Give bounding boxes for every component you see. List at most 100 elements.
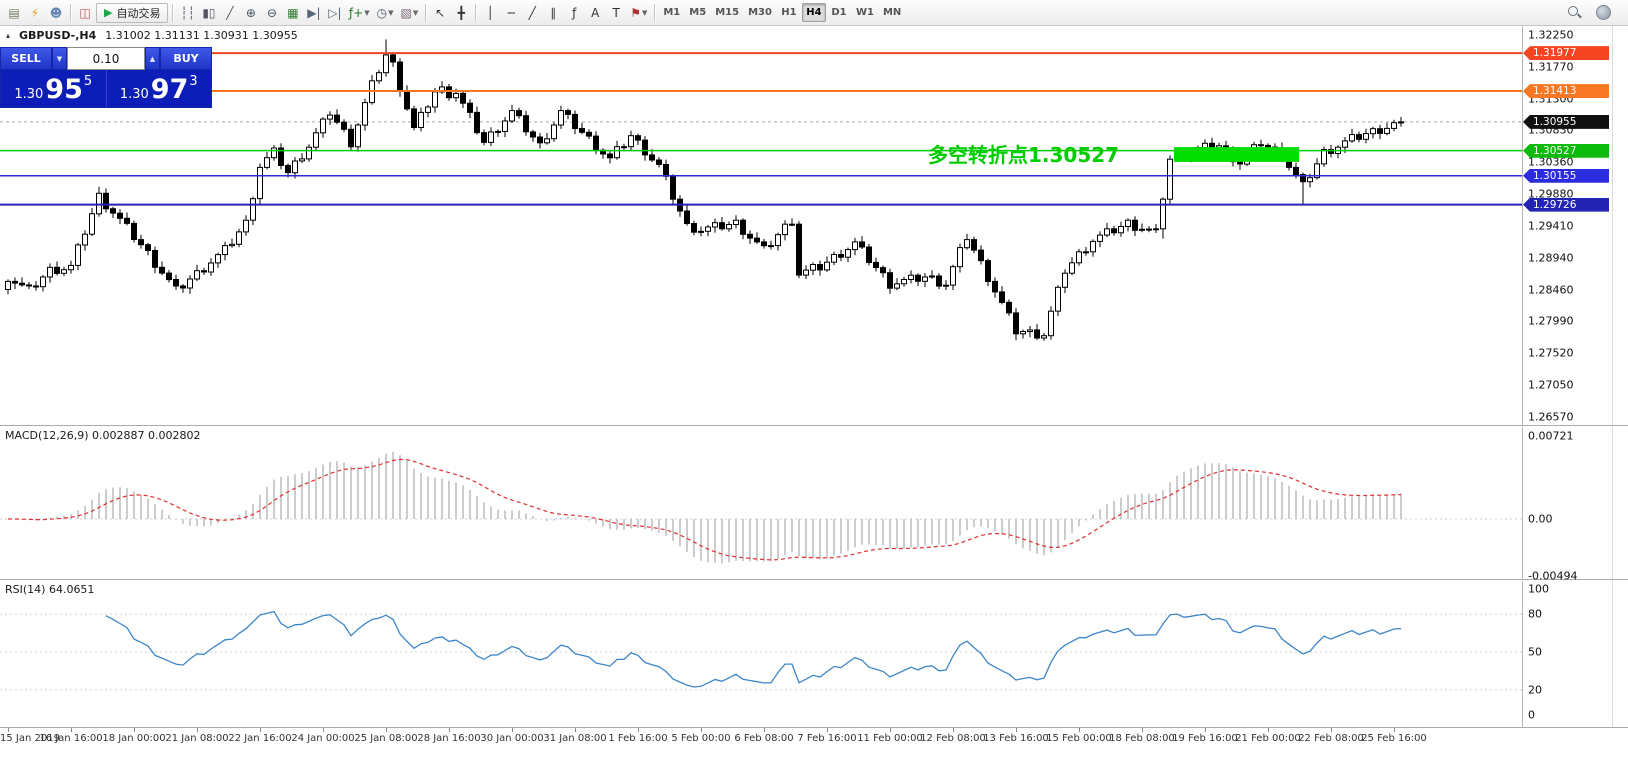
text-label-icon: T [612,5,620,20]
horizontal-line-button[interactable]: ─ [501,3,521,23]
zoom-out-button[interactable]: ⊖ [262,3,282,23]
chart-symbol-header: ▴ GBPUSD-,H4 1.31002 1.31131 1.30931 1.3… [6,29,298,42]
market-watch-button[interactable]: ◫ [75,3,95,23]
time-tick [260,728,261,732]
chevron-down-icon: ▼ [412,8,419,17]
buy-button[interactable]: BUY [160,47,212,70]
equidistant-channel-button[interactable]: ∥ [543,3,563,23]
timeframe-h4[interactable]: H4 [801,3,826,22]
price-axis[interactable]: 1.32250 1.31770 1.31300 1.30830 1.30360 1.298… [1522,26,1628,772]
ohlc-toggle-icon[interactable]: ▴ [6,31,11,40]
tile-windows-button[interactable]: ▦ [283,3,303,23]
time-tick [701,728,702,732]
sell-price-display[interactable]: 1.30 95 5 [1,70,107,107]
search-icon [1567,5,1582,20]
chevron-down-icon: ▼ [388,8,394,17]
time-axis-label: 7 Feb 16:00 [797,733,857,744]
time-tick [764,728,765,732]
templates-button[interactable]: ▧ ▼ [397,3,421,23]
time-axis-label: 24 Jan 00:00 [291,733,355,744]
profiles-button[interactable]: ☻ [46,3,66,23]
community-button[interactable] [1593,3,1614,23]
time-tick [1142,728,1143,732]
arrows-button[interactable]: ⚑ ▼ [627,3,650,23]
zoom-in-button[interactable]: ⊕ [241,3,261,23]
timeframe-m5[interactable]: M5 [689,7,707,18]
time-axis[interactable]: 15 Jan 2019 16 Jan 16:00 18 Jan 00:00 21 Ja… [0,727,1628,746]
timeframe-m1[interactable]: M1 [663,7,681,18]
vertical-line-button[interactable]: │ [480,3,500,23]
toolbar-separator [475,3,477,22]
timeframe-m30[interactable]: M30 [748,7,772,18]
rsi-axis-label: 80 [1528,607,1542,621]
rsi-indicator-chart[interactable] [0,581,1522,726]
time-axis-label: 15 Feb 00:00 [1046,733,1112,744]
chart-shift-button[interactable]: ▷| [325,3,345,23]
sell-button[interactable]: SELL [0,47,52,70]
equidistant-channel-icon: ∥ [550,5,557,20]
volume-input[interactable] [67,47,145,70]
time-tick [134,728,135,732]
community-icon [1596,5,1611,20]
crosshair-button[interactable]: ╋ [451,3,471,23]
main-price-chart[interactable] [0,26,1522,425]
rsi-axis-label: 20 [1528,683,1542,697]
chart-candles-button[interactable]: ▮▯ [199,3,219,23]
macd-axis-label: 0.00 [1528,512,1553,526]
arrows-icon: ⚑ [630,5,641,20]
periods-button[interactable]: ◷ ▼ [374,3,397,23]
buy-price-pip: 3 [189,74,198,89]
trendline-button[interactable]: ╱ [522,3,542,23]
auto-scroll-button[interactable]: ▶| [304,3,324,23]
chart-shift-icon: ▷| [328,5,342,20]
price-axis-label: 1.27050 [1528,378,1574,392]
price-axis-label: 1.31770 [1528,60,1574,74]
chart-bars-icon: ┆┆ [180,5,195,20]
sell-price-big: 95 [45,74,83,105]
timeframe-mn[interactable]: MN [882,7,902,18]
price-tag: 1.30527 [1523,143,1609,158]
search-button[interactable] [1564,3,1585,23]
symbol-name: GBPUSD-,H4 [19,29,97,42]
volume-increase-button[interactable]: ▲ [145,47,160,70]
autotrading-button[interactable]: ▶ 自动交易 [96,2,169,23]
time-axis-label: 21 Feb 00:00 [1235,733,1301,744]
toolbar-separator [654,3,656,22]
fibonacci-button[interactable]: ƒ [564,3,584,23]
timeframe-w1[interactable]: W1 [855,7,874,18]
timeframe-m15[interactable]: M15 [715,7,740,18]
toolbar-separator [425,3,427,22]
macd-label: MACD(12,26,9) 0.002887 0.002802 [5,429,201,442]
price-tag: 1.30155 [1523,168,1609,183]
one-click-trading-panel: SELL ▼ ▲ BUY 1.30 95 5 1.30 97 3 [0,47,212,108]
tile-windows-icon: ▦ [287,5,299,20]
autotrading-icon: ▶ [104,6,113,19]
chart-window: ▴ GBPUSD-,H4 1.31002 1.31131 1.30931 1.3… [0,26,1628,772]
timeframe-h1[interactable]: H1 [781,7,797,18]
panel-separator[interactable] [0,425,1628,427]
buy-price-display[interactable]: 1.30 97 3 [107,70,212,107]
volume-decrease-button[interactable]: ▼ [52,47,67,70]
time-axis-label: 15 Jan 2019 [0,733,60,744]
window-edge [1612,26,1613,745]
chart-line-icon: ╱ [226,5,234,20]
new-order-button[interactable]: ▤ [4,3,24,23]
text-button[interactable]: A [585,3,605,23]
profiles-icon: ☻ [49,5,63,20]
macd-indicator-chart[interactable] [0,427,1522,579]
periods-icon: ◷ [376,5,388,20]
time-tick [386,728,387,732]
panel-separator[interactable] [0,579,1628,581]
text-label-button[interactable]: T [606,3,626,23]
cursor-button[interactable]: ↖ [430,3,450,23]
price-axis-label: 1.28940 [1528,251,1574,264]
metaeditor-button[interactable]: ⚡ [25,3,45,23]
timeframe-d1[interactable]: D1 [831,7,847,18]
indicators-button[interactable]: ƒ+ ▼ [346,3,373,23]
sell-price-pip: 5 [83,74,93,89]
time-tick [1394,728,1395,732]
chart-bars-button[interactable]: ┆┆ [177,3,197,23]
chart-line-button[interactable]: ╱ [220,3,240,23]
time-tick [1016,728,1017,732]
